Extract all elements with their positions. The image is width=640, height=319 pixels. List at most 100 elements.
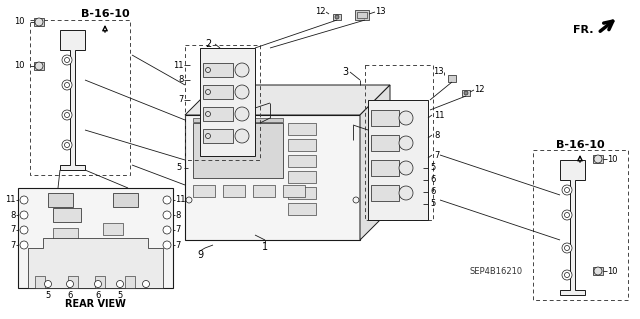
Text: REAR VIEW: REAR VIEW <box>65 299 125 309</box>
Circle shape <box>594 155 602 163</box>
Circle shape <box>562 270 572 280</box>
Polygon shape <box>560 160 585 295</box>
Bar <box>371 110 399 126</box>
Text: 8: 8 <box>11 211 16 219</box>
Bar <box>253 185 275 197</box>
Bar <box>371 160 399 176</box>
Bar <box>53 208 81 222</box>
Bar <box>371 135 399 151</box>
Bar <box>95 276 105 288</box>
Bar <box>365 65 433 220</box>
Text: 1: 1 <box>262 242 268 252</box>
Text: 9: 9 <box>197 250 203 260</box>
Bar <box>30 20 130 175</box>
Text: 11: 11 <box>175 196 186 204</box>
Bar <box>48 193 73 207</box>
Bar <box>288 155 316 167</box>
Circle shape <box>562 185 572 195</box>
Bar <box>203 129 233 143</box>
Polygon shape <box>360 85 390 240</box>
Bar <box>593 267 603 275</box>
Text: 10: 10 <box>607 266 618 276</box>
Circle shape <box>235 129 249 143</box>
Bar <box>193 118 283 122</box>
Text: 11: 11 <box>434 110 445 120</box>
Bar <box>203 63 233 77</box>
Text: 6: 6 <box>95 292 100 300</box>
Bar <box>125 276 135 288</box>
Circle shape <box>95 280 102 287</box>
Circle shape <box>20 196 28 204</box>
Text: 7: 7 <box>11 226 16 234</box>
Circle shape <box>399 136 413 150</box>
Bar <box>288 187 316 199</box>
Text: B-16-10: B-16-10 <box>556 140 604 150</box>
Circle shape <box>562 210 572 220</box>
Bar <box>185 115 360 240</box>
Text: B-16-10: B-16-10 <box>81 9 129 19</box>
Text: 13: 13 <box>433 68 444 77</box>
Polygon shape <box>185 85 390 115</box>
Bar <box>113 193 138 207</box>
Text: 5: 5 <box>177 164 182 173</box>
Circle shape <box>116 280 124 287</box>
Text: 5: 5 <box>430 199 435 209</box>
Circle shape <box>62 140 72 150</box>
Text: 5: 5 <box>117 292 123 300</box>
Bar <box>35 276 45 288</box>
Text: 7: 7 <box>175 241 180 249</box>
Text: 7: 7 <box>179 95 184 105</box>
Circle shape <box>143 280 150 287</box>
Bar <box>355 10 369 20</box>
Bar <box>34 18 44 26</box>
Bar <box>288 203 316 215</box>
Bar <box>283 185 305 197</box>
Text: 10: 10 <box>15 62 25 70</box>
Bar <box>203 85 233 99</box>
Text: SEP4B16210: SEP4B16210 <box>470 268 523 277</box>
Circle shape <box>399 111 413 125</box>
Circle shape <box>20 211 28 219</box>
Bar <box>368 100 428 220</box>
Bar <box>193 123 283 178</box>
Circle shape <box>562 243 572 253</box>
Text: 11: 11 <box>6 196 16 204</box>
Bar <box>103 223 123 235</box>
Bar <box>18 188 173 288</box>
Bar <box>193 185 215 197</box>
Circle shape <box>163 211 171 219</box>
Circle shape <box>464 91 468 95</box>
Text: 7: 7 <box>11 241 16 249</box>
Polygon shape <box>60 30 85 170</box>
Text: 3: 3 <box>342 67 348 77</box>
Circle shape <box>163 196 171 204</box>
Bar <box>200 48 255 156</box>
Text: 7: 7 <box>175 226 180 234</box>
Circle shape <box>35 62 43 70</box>
Circle shape <box>163 226 171 234</box>
Text: 12: 12 <box>316 8 326 17</box>
Bar <box>462 90 470 96</box>
Circle shape <box>399 186 413 200</box>
Text: 10: 10 <box>607 154 618 164</box>
Circle shape <box>20 226 28 234</box>
Text: 8: 8 <box>175 211 180 219</box>
Text: 6: 6 <box>67 292 73 300</box>
Text: 8: 8 <box>179 76 184 85</box>
Circle shape <box>235 63 249 77</box>
Bar <box>448 75 456 82</box>
Text: 11: 11 <box>173 61 184 70</box>
Text: 7: 7 <box>434 151 440 160</box>
Bar <box>203 107 233 121</box>
Text: 8: 8 <box>434 130 440 139</box>
Text: 5: 5 <box>45 292 51 300</box>
Circle shape <box>62 55 72 65</box>
Text: 2: 2 <box>205 39 211 49</box>
Circle shape <box>62 110 72 120</box>
Circle shape <box>163 241 171 249</box>
Text: 6: 6 <box>430 188 435 197</box>
Bar <box>34 62 44 70</box>
Text: 5: 5 <box>430 164 435 173</box>
Bar <box>593 155 603 163</box>
Circle shape <box>235 107 249 121</box>
